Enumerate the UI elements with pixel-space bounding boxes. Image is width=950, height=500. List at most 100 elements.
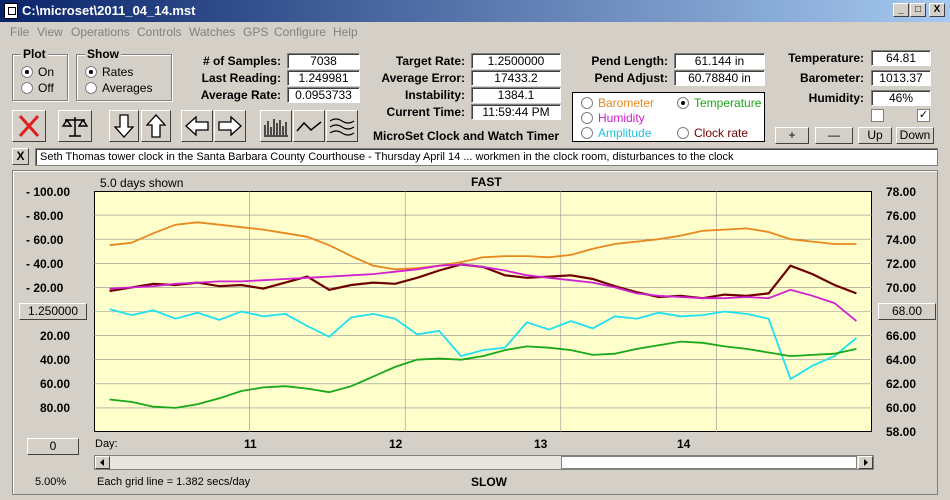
comment-field[interactable]: Seth Thomas tower clock in the Santa Bar… [35,148,938,166]
clock-rate-option-label: Clock rate [694,126,749,140]
x-tick-label: 14 [677,437,691,451]
plot-off-radio[interactable]: Off [21,81,54,95]
barometer-radio[interactable]: Barometer [581,96,654,110]
average-error-label: Average Error: [381,71,465,85]
target-rate-input[interactable]: 1.2500000 [471,53,561,69]
series-line-temperature [109,340,857,409]
bars-view-button[interactable] [260,110,292,142]
instability-label: Instability: [404,88,465,102]
amplitude-radio[interactable]: Amplitude [581,126,651,140]
menu-watches[interactable]: Watches [189,25,236,39]
triangle-left-icon [100,459,104,466]
plot-group-title: Plot [21,47,48,61]
menu-configure[interactable]: Configure [274,25,327,39]
center-rate-button[interactable]: 1.250000 [19,303,87,320]
rate-chart[interactable] [94,191,872,432]
barometer-option-label: Barometer [598,96,655,110]
current-time-value: 11:59:44 PM [471,104,561,120]
plot-on-radio[interactable]: On [21,65,54,79]
temperature-radio[interactable]: Temperature [677,96,761,110]
up-button[interactable]: Up [858,127,892,144]
pend-adjust-value: 60.78840 in [674,70,765,86]
right-arrow-button[interactable] [214,110,246,142]
x-tick-label: 12 [389,437,403,451]
up-arrow-button[interactable] [141,110,171,142]
window-title: C:\microset\2011_04_14.mst [22,3,196,18]
comment-close-button[interactable]: X [12,148,29,165]
scroll-thumb[interactable] [561,456,857,469]
left-tick-label: 40.00 [40,353,71,367]
menu-operations[interactable]: Operations [71,25,130,39]
stop-button[interactable] [12,110,46,142]
offset-button[interactable]: 0 [27,438,79,455]
humidity-radio[interactable]: Humidity [581,111,645,125]
clock-rate-radio[interactable]: Clock rate [677,126,748,140]
minus-button[interactable]: — [815,127,853,144]
show-rates-radio[interactable]: Rates [85,65,133,79]
zoom-label: 5.00% [35,476,67,488]
average-rate-label: Average Rate: [200,88,281,102]
scroll-right-button[interactable] [858,456,873,469]
day-axis-label: Day: [95,438,118,450]
balance-scale-icon [61,117,89,137]
grid-lines [94,191,872,432]
down-button[interactable]: Down [896,127,934,144]
grid-note-label: Each grid line = 1.382 secs/day [97,476,251,488]
pend-length-input[interactable]: 61.144 in [674,53,765,69]
current-time-label: Current Time: [386,105,465,119]
menu-controls[interactable]: Controls [137,25,182,39]
series-line-amplitude [109,308,857,381]
right-tick-label: 66.00 [886,329,917,343]
right-tick-label: 76.00 [886,209,917,223]
right-checkbox[interactable]: ✓ [917,109,930,122]
left-arrow-button[interactable] [181,110,213,142]
barometer-label: Barometer: [799,71,864,85]
menu-help[interactable]: Help [333,25,358,39]
left-checkbox[interactable] [871,109,884,122]
right-tick-label: 72.00 [886,257,917,271]
menu-gps[interactable]: GPS [243,25,269,39]
left-tick-label: 60.00 [40,377,71,391]
left-tick-label: - 60.00 [26,233,64,247]
humidity-label: Humidity: [808,91,864,105]
time-scrollbar[interactable] [94,455,874,470]
plot-off-label: Off [38,81,54,95]
menu-view[interactable]: View [37,25,63,39]
wave-view-button[interactable] [326,110,358,142]
title-bar: C:\microset\2011_04_14.mst _ □ X [0,0,950,22]
bar-chart-icon [264,119,288,137]
line-view-button[interactable] [293,110,325,142]
show-averages-radio[interactable]: Averages [85,81,152,95]
down-arrow-button[interactable] [109,110,139,142]
close-button[interactable]: X [929,3,945,17]
pend-length-label: Pend Length: [591,54,668,68]
x-tick-label: 11 [244,437,257,451]
series-line-humidity [109,263,857,322]
maximize-button[interactable]: □ [910,3,926,17]
radio-selected-icon [85,66,97,78]
fast-label: FAST [471,175,502,189]
scroll-left-button[interactable] [95,456,110,469]
target-rate-label: Target Rate: [395,54,465,68]
balance-button[interactable] [58,110,92,142]
menu-file[interactable]: File [10,25,30,39]
days-shown-label: 5.0 days shown [100,176,184,190]
average-error-value: 17433.2 min/day [471,70,561,99]
arrow-up-icon [145,114,167,138]
plus-button[interactable]: + [775,127,809,144]
wave-icon [329,118,355,136]
radio-empty-icon [85,82,97,94]
left-tick-label: - 20.00 [26,281,64,295]
last-reading-label: Last Reading: [201,71,281,85]
amplitude-option-label: Amplitude [598,126,652,140]
right-tick-label: 74.00 [886,233,917,247]
left-tick-label: - 40.00 [26,257,64,271]
humidity-option-label: Humidity [598,111,645,125]
left-tick-label: - 80.00 [26,209,64,223]
samples-value: 7038 [287,53,360,69]
radio-empty-icon [677,127,689,139]
samples-label: # of Samples: [202,54,281,68]
barometer-value: 1013.37 [871,70,931,86]
right-scale-button[interactable]: 68.00 [878,303,936,320]
minimize-button[interactable]: _ [893,3,909,17]
